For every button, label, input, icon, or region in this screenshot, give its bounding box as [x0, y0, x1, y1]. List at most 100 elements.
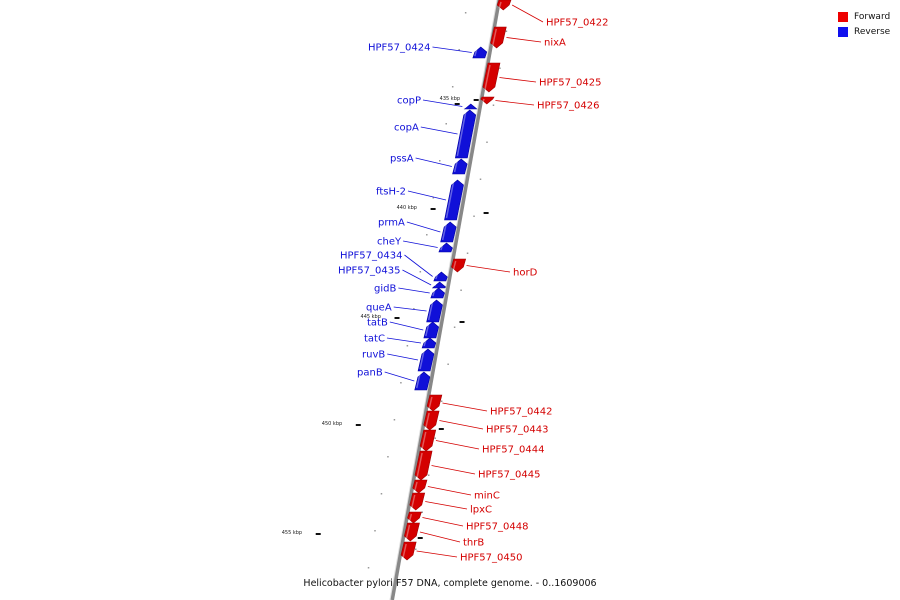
gene-label[interactable]: tatC [364, 334, 385, 345]
gene-label[interactable]: pssA [390, 154, 414, 165]
gene-label[interactable]: HPF57_0422 [546, 18, 608, 29]
minor-tick [393, 419, 396, 421]
gene-connector [389, 321, 424, 331]
minor-tick [473, 215, 475, 217]
minor-tick [427, 474, 430, 476]
gene-highlight [405, 524, 411, 540]
gene-highlight [423, 339, 427, 347]
forward-gene-arrow[interactable] [426, 394, 443, 412]
minor-tick [499, 67, 501, 69]
major-tick [315, 533, 321, 535]
gene-label[interactable]: nixA [544, 38, 566, 49]
gene-highlight [416, 373, 421, 389]
gene-label[interactable]: HPF57_0434 [340, 251, 402, 262]
gene-highlight [498, 1, 502, 9]
gene-label[interactable]: gidB [374, 284, 396, 295]
forward-gene-arrow[interactable] [412, 479, 428, 494]
reverse-gene-arrow[interactable] [430, 287, 445, 299]
gene-label[interactable]: copA [394, 123, 419, 134]
reverse-gene-arrow[interactable] [463, 103, 478, 110]
forward-gene-arrow[interactable] [490, 26, 507, 49]
reverse-gene-arrow[interactable] [454, 109, 477, 159]
minor-tick [486, 141, 488, 143]
reverse-gene-arrow[interactable] [452, 158, 468, 175]
gene-label[interactable]: ftsH-2 [376, 187, 406, 198]
minor-tick [380, 493, 383, 495]
gene-highlight [425, 412, 430, 429]
minor-tick [421, 511, 423, 513]
gene-highlight [408, 513, 413, 522]
gene-label[interactable]: HPF57_0443 [486, 425, 548, 436]
forward-gene-arrow[interactable] [423, 410, 440, 431]
gene-connector [422, 99, 463, 107]
gene-label[interactable]: minC [474, 491, 500, 502]
gene-label[interactable]: panB [357, 368, 383, 379]
major-tick [394, 317, 400, 319]
minor-tick [451, 86, 454, 88]
gene-label[interactable]: prmA [378, 218, 405, 229]
tick-label: 455 kbp [282, 530, 302, 536]
gene-label[interactable]: queA [366, 303, 392, 314]
gene-label[interactable]: HPF57_0424 [368, 43, 430, 54]
reverse-gene-arrow[interactable] [417, 348, 435, 372]
forward-gene-arrow[interactable] [480, 96, 495, 105]
forward-gene-arrow[interactable] [496, 0, 512, 11]
gene-highlight [465, 105, 468, 108]
gene-label[interactable]: cheY [377, 237, 402, 248]
gene-label[interactable]: tatB [367, 318, 388, 329]
reverse-gene-arrow[interactable] [433, 271, 448, 282]
gene-label[interactable]: HPF57_0448 [466, 522, 528, 533]
minor-tick [460, 289, 462, 291]
reverse-gene-arrow[interactable] [440, 221, 457, 243]
gene-label[interactable]: HPF57_0425 [539, 78, 601, 89]
reverse-gene-arrow[interactable] [444, 179, 464, 221]
reverse-gene-arrow[interactable] [438, 242, 453, 253]
gene-highlight [427, 301, 434, 321]
gene-connector [387, 353, 419, 361]
gene-label[interactable]: horD [513, 268, 538, 279]
gene-label[interactable]: HPF57_0442 [490, 407, 552, 418]
gene-label[interactable]: lpxC [470, 505, 492, 516]
reverse-gene-arrow[interactable] [414, 371, 431, 391]
gene-label[interactable]: HPF57_0435 [338, 266, 400, 277]
major-tick-mark [459, 321, 465, 323]
gene-connector [427, 486, 472, 496]
forward-gene-arrow[interactable] [414, 450, 433, 481]
gene-highlight [452, 260, 457, 271]
forward-gene-arrow[interactable] [419, 429, 437, 452]
gene-highlight [433, 283, 437, 287]
gene-connector [415, 157, 452, 167]
gene-connector [499, 77, 537, 83]
gene-connector [404, 254, 433, 277]
minor-tick [445, 123, 447, 125]
gene-label[interactable]: thrB [463, 538, 484, 549]
minor-tick [466, 252, 469, 254]
legend-forward: Forward [838, 9, 890, 24]
forward-gene-arrow[interactable] [451, 258, 467, 273]
minor-tick [440, 400, 443, 402]
strand-legend: Forward Reverse [838, 9, 890, 39]
reverse-gene-arrow[interactable] [421, 337, 437, 349]
major-tick-mark [417, 537, 423, 539]
gene-connector [393, 306, 427, 312]
forward-gene-arrow[interactable] [400, 541, 417, 561]
gene-label[interactable]: copP [397, 96, 421, 107]
gene-label[interactable]: HPF57_0426 [537, 101, 599, 112]
gene-label[interactable]: HPF57_0444 [482, 445, 544, 456]
gene-highlight [445, 181, 455, 219]
minor-tick [406, 345, 409, 347]
gene-connector [403, 240, 438, 248]
forward-gene-arrow[interactable] [409, 492, 426, 511]
gene-label[interactable]: ruvB [362, 350, 385, 361]
gene-label[interactable]: HPF57_0450 [460, 553, 522, 564]
tick-label: 435 kbp [440, 96, 460, 102]
gene-highlight [474, 48, 478, 57]
forward-gene-arrow[interactable] [403, 522, 420, 542]
gene-connector [432, 46, 472, 53]
major-tick [430, 208, 436, 210]
forward-gene-arrow[interactable] [482, 62, 501, 93]
gene-label[interactable]: HPF57_0445 [478, 470, 540, 481]
forward-gene-arrow[interactable] [407, 511, 422, 524]
backbone-highlight [389, 0, 498, 600]
reverse-gene-arrow[interactable] [472, 46, 488, 59]
